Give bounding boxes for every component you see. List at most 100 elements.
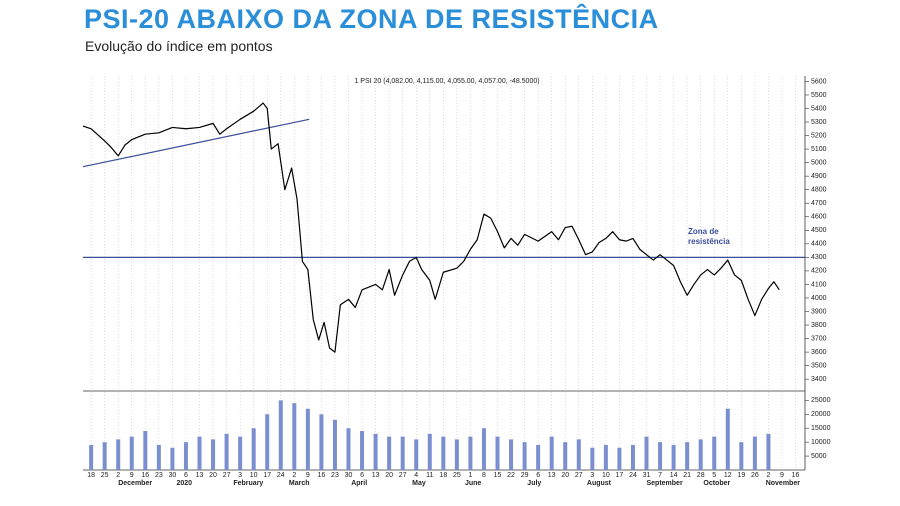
volume-bar [671,444,676,470]
x-tick-label: 30 [169,472,177,479]
volume-bar [495,436,500,470]
y-tick-label: 3600 [811,349,827,356]
plot-area [83,76,805,470]
x-tick-label: 14 [670,472,678,479]
x-tick-label: 6 [536,472,540,479]
volume-bar [576,439,581,470]
x-tick-label: 9 [130,472,134,479]
month-label: July [527,480,541,487]
x-tick-label: 12 [724,472,732,479]
x-tick-label: 20 [209,472,217,479]
month-label: December [118,480,152,487]
x-tick-label: 31 [643,472,651,479]
x-tick-label: 19 [737,472,745,479]
volume-bar [292,403,297,470]
month-label: June [465,480,481,487]
volume-bar [739,442,744,470]
volume-bar [373,433,378,470]
volume-bar [563,442,568,470]
y-tick-label: 15000 [811,425,831,432]
x-tick-label: 21 [683,472,691,479]
x-tick-label: 15 [494,472,502,479]
x-tick-label: 6 [184,472,188,479]
volume-bar [360,431,365,470]
x-tick-label: 17 [616,472,624,479]
volume-bar [89,444,94,470]
x-tick-label: 27 [575,472,583,479]
volume-bar [265,414,270,470]
y-tick-label: 3400 [811,376,827,383]
volume-bar [197,436,202,470]
month-label: May [412,480,426,487]
y-tick-label: 5200 [811,132,827,139]
volume-bar [536,444,541,470]
x-tick-label: 11 [426,472,433,479]
x-tick-label: 5 [712,472,716,479]
y-tick-label: 5300 [811,119,827,126]
x-tick-label: 10 [602,472,610,479]
month-label: September [647,480,683,487]
volume-bar [522,442,527,470]
month-label: October [703,480,730,487]
volume-bar [183,442,188,470]
volume-bar [143,431,148,470]
y-tick-label: 3500 [811,362,827,369]
x-tick-label: 13 [196,472,204,479]
y-tick-label: 3800 [811,322,827,329]
volume-bar [712,436,717,470]
month-label: August [587,480,612,487]
y-tick-label: 5000 [811,453,827,460]
x-tick-label: 26 [751,472,759,479]
volume-bar [427,433,432,470]
volume-bar [454,439,459,470]
x-tick-label: 13 [548,472,556,479]
trend-line [82,118,310,168]
month-label: February [233,480,263,487]
volume-bar [441,436,446,470]
volume-bar [617,447,622,470]
x-tick-label: 6 [360,472,364,479]
y-tick-label: 25000 [811,397,831,404]
volume-bar [224,433,229,470]
y-tick-label: 4300 [811,254,827,261]
volume-bar [725,408,730,470]
volume-bar [400,436,405,470]
volume-bar [319,414,324,470]
volume-bar [156,444,161,470]
y-tick-label: 3700 [811,335,827,342]
x-tick-label: 25 [101,472,109,479]
x-tick-label: 20 [561,472,569,479]
x-tick-label: 1 [468,472,472,479]
x-tick-label: 8 [482,472,486,479]
y-tick-label: 4800 [811,187,827,194]
volume-bar [590,447,595,470]
y-tick-label: 5400 [811,105,827,112]
price-line [82,102,780,353]
x-tick-label: 23 [331,472,339,479]
x-tick-label: 23 [155,472,163,479]
y-tick-label: 5500 [811,92,827,99]
volume-bar [630,444,635,470]
volume-bar [305,408,310,470]
x-tick-label: 17 [263,472,271,479]
volume-bar [644,436,649,470]
x-tick-label: 28 [697,472,705,479]
x-tick-label: 25 [453,472,461,479]
volume-bar [549,436,554,470]
x-tick-label: 27 [399,472,407,479]
volume-bar [766,433,771,470]
x-tick-label: 9 [306,472,310,479]
month-label: 2020 [176,480,192,487]
volume-bar [211,439,216,470]
y-tick-label: 4600 [811,214,827,221]
x-tick-label: 30 [345,472,353,479]
y-tick-label: 4100 [811,281,827,288]
volume-bar [468,436,473,470]
volume-bar [278,400,283,470]
subtitle: Evolução do índice em pontos [85,38,273,54]
month-label: March [289,480,310,487]
x-tick-label: 16 [318,472,326,479]
volume-bar [387,436,392,470]
y-tick-label: 4000 [811,295,827,302]
y-tick-label: 3900 [811,308,827,315]
